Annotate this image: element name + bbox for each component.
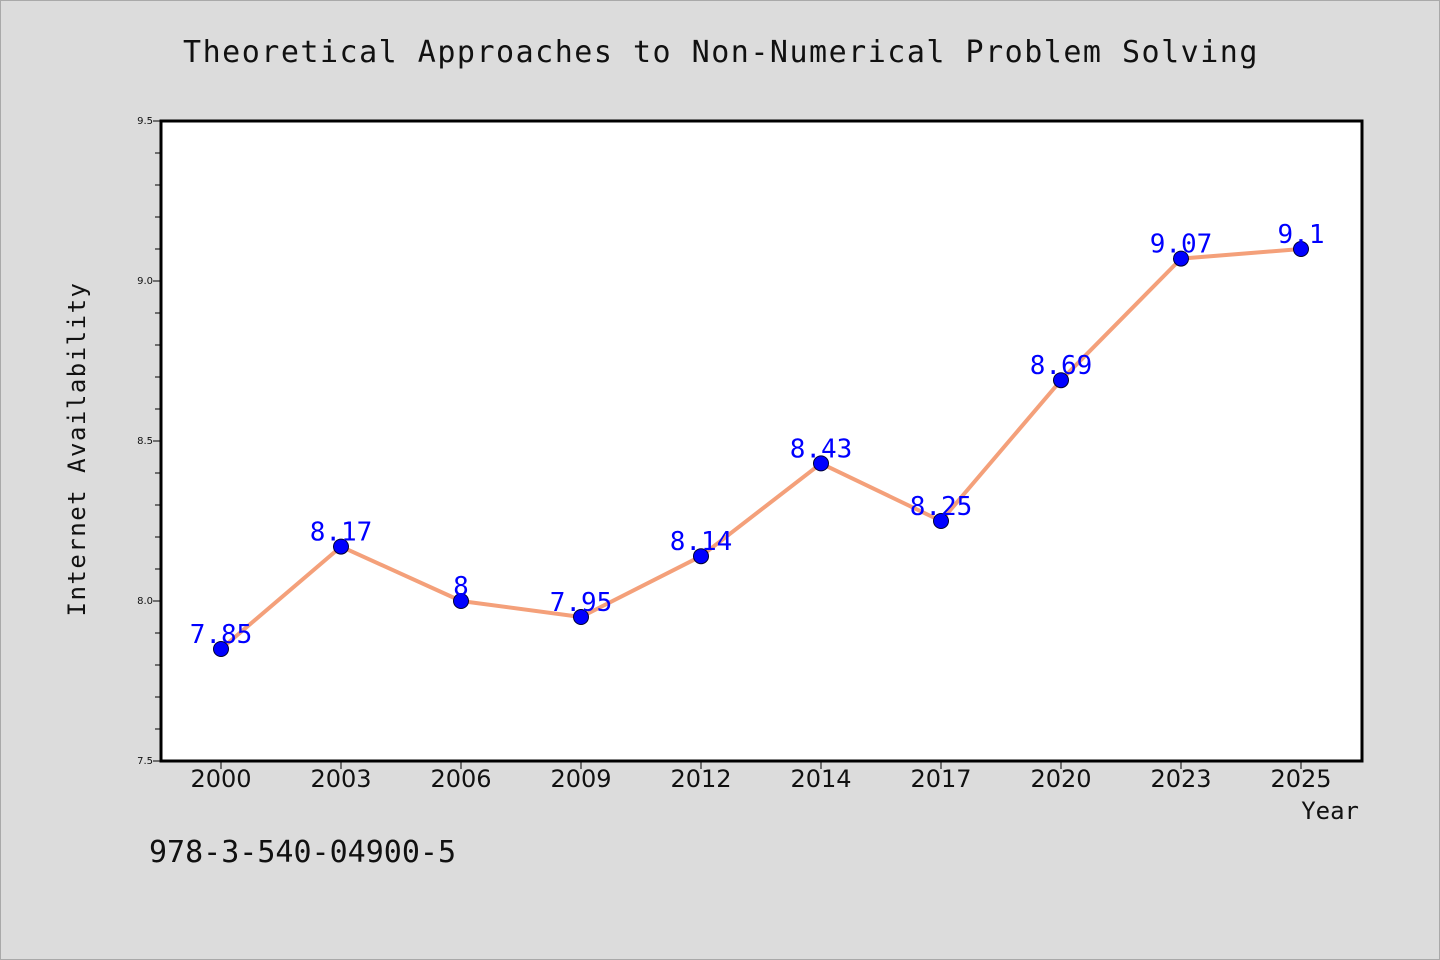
x-axis-ticks: 2000 2003 2006 2009 2012 2014 2017 2020 2023 2025 bbox=[190, 761, 1332, 793]
data-point-marker bbox=[333, 538, 349, 555]
data-label: 8.69 bbox=[1030, 351, 1093, 381]
data-label: 8.14 bbox=[670, 527, 733, 557]
data-point-marker bbox=[453, 593, 469, 609]
isbn-footnote: 978-3-540-04900-5 bbox=[149, 835, 457, 870]
x-tick-label: 2017 bbox=[910, 765, 971, 793]
data-label: 9.1 bbox=[1278, 220, 1325, 250]
x-tick-label: 2020 bbox=[1030, 765, 1091, 793]
x-axis-label: Year bbox=[1301, 797, 1359, 825]
x-tick-label: 2023 bbox=[1150, 765, 1211, 793]
y-tick-label: 8.5 bbox=[137, 436, 153, 447]
x-tick-label: 2006 bbox=[430, 765, 491, 793]
x-tick-label: 2025 bbox=[1270, 765, 1331, 793]
y-tick-label: 9.0 bbox=[137, 276, 153, 287]
data-labels-group: 7.85 8.17 8 7.95 8.14 8.43 8.25 8.69 9.07 9.1 bbox=[190, 220, 1325, 650]
markers-group bbox=[213, 241, 1309, 657]
data-point-marker bbox=[693, 548, 709, 565]
data-label: 9.07 bbox=[1150, 230, 1213, 260]
x-tick-label: 2014 bbox=[790, 765, 851, 793]
y-axis-ticks: 7.5 8.0 8.5 9.0 9.5 bbox=[137, 116, 161, 767]
data-point-marker bbox=[213, 641, 229, 657]
data-label: 8.43 bbox=[790, 434, 853, 464]
data-label: 8 bbox=[453, 572, 469, 602]
x-tick-label: 2000 bbox=[190, 765, 251, 793]
data-point-marker bbox=[933, 513, 949, 529]
y-tick-label: 8.0 bbox=[137, 596, 153, 607]
y-tick-label: 9.5 bbox=[137, 116, 153, 127]
data-point-marker bbox=[1053, 372, 1069, 389]
data-point-marker bbox=[573, 609, 589, 625]
x-tick-label: 2009 bbox=[550, 765, 611, 793]
series-line bbox=[219, 247, 1303, 651]
plot-area bbox=[159, 119, 1364, 763]
data-label: 7.95 bbox=[550, 588, 613, 618]
data-point-marker bbox=[1293, 241, 1309, 257]
series-line-group bbox=[219, 247, 1303, 651]
chart-title: Theoretical Approaches to Non-Numerical … bbox=[183, 35, 1259, 70]
data-point-marker bbox=[813, 455, 829, 472]
data-label: 8.17 bbox=[310, 518, 373, 548]
x-tick-label: 2012 bbox=[670, 765, 731, 793]
x-tick-label: 2003 bbox=[310, 765, 371, 793]
data-label: 8.25 bbox=[910, 492, 973, 522]
data-label: 7.85 bbox=[190, 620, 253, 650]
data-point-marker bbox=[1173, 250, 1189, 267]
y-tick-label: 7.5 bbox=[137, 756, 153, 767]
